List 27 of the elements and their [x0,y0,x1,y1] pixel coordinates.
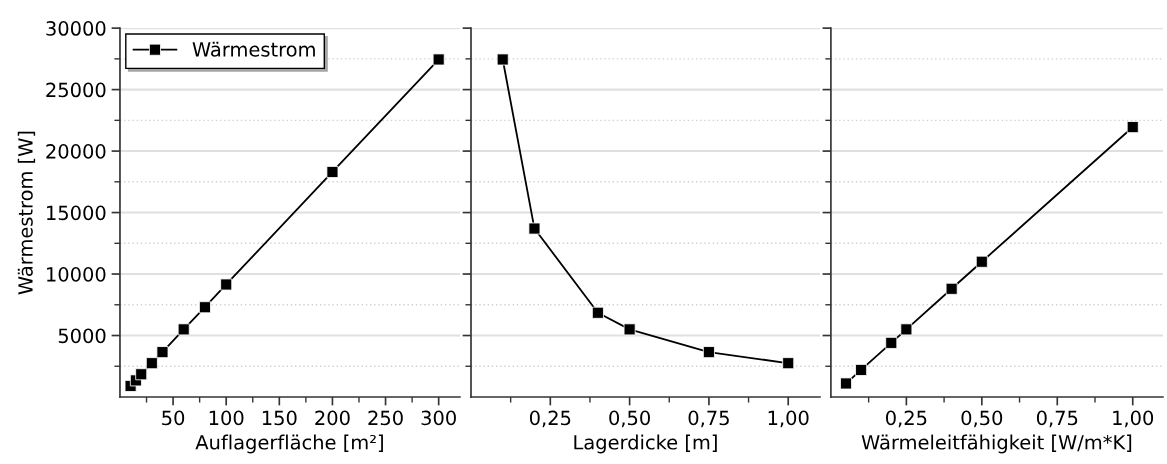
x-axis-title: Auflagerfläche [m²] [195,434,383,454]
y-tick-label: 10000 [47,266,106,282]
x-tick-label: 0,50 [961,410,1003,428]
y-tick-label: 20000 [46,144,106,159]
x-tick-label: 0,25 [886,410,927,428]
x-tick-label: 0,50 [609,410,650,428]
y-tick-label: 30000 [46,21,106,36]
x-tick-label: 150 [262,410,297,426]
x-tick-label: 0,75 [1036,410,1078,428]
x-tick-label: 1,00 [768,410,809,428]
y-axis-title: Wärmestrom [W] [17,131,36,295]
x-tick-label: 0,25 [529,410,571,428]
x-tick-label: 250 [368,410,403,426]
point [326,166,339,178]
x-axis-title: Lagerdicke [m] [574,434,717,454]
x-tick-label: 1,00 [1113,410,1154,428]
x-tick-label: 50 [162,410,185,426]
point [198,301,211,314]
y-tick-label: 15000 [47,205,106,221]
legend-label: Wärmestrom [192,41,315,57]
y-tick-label: 5000 [58,328,106,344]
x-axis-title: Wärmeleitfähigkeit [W/m*K] [861,434,1132,454]
y-tick-label: 25000 [46,82,106,98]
x-tick-label: 200 [315,410,350,426]
x-tick-label: 0,75 [688,410,729,428]
x-tick-label: 300 [421,410,456,426]
x-tick-label: 100 [209,410,244,426]
